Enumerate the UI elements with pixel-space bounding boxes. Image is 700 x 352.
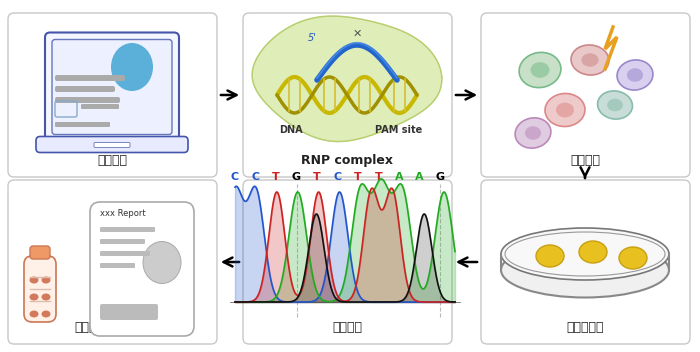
FancyBboxPatch shape [30,246,50,259]
Text: A: A [415,172,424,182]
Ellipse shape [501,243,669,297]
Ellipse shape [582,53,598,67]
Text: 5': 5' [307,33,316,43]
Ellipse shape [579,241,607,263]
Text: xxx Report: xxx Report [100,209,146,218]
Ellipse shape [515,118,551,148]
Ellipse shape [501,228,669,280]
FancyBboxPatch shape [52,39,172,134]
Ellipse shape [525,126,541,140]
Text: C: C [251,172,260,182]
Text: 测序验证: 测序验证 [332,321,362,334]
Ellipse shape [111,43,153,91]
Ellipse shape [627,68,643,82]
Text: RNP complex: RNP complex [301,154,393,167]
FancyBboxPatch shape [81,104,119,109]
Text: 质检冻存（提供报告）: 质检冻存（提供报告） [74,321,150,334]
Text: T: T [272,172,280,182]
Text: C: C [231,172,239,182]
Ellipse shape [41,310,50,318]
Ellipse shape [531,62,550,78]
FancyBboxPatch shape [90,202,194,336]
Ellipse shape [143,241,181,283]
FancyBboxPatch shape [481,13,690,177]
Ellipse shape [41,277,50,283]
FancyBboxPatch shape [481,180,690,344]
Ellipse shape [29,294,38,301]
Text: T: T [313,172,321,182]
Ellipse shape [556,102,574,118]
FancyBboxPatch shape [8,180,217,344]
FancyBboxPatch shape [45,32,179,142]
FancyBboxPatch shape [8,13,217,177]
Text: G: G [292,172,301,182]
Text: A: A [395,172,403,182]
Ellipse shape [41,294,50,301]
Text: G: G [435,172,444,182]
Ellipse shape [536,245,564,267]
Text: ✕: ✕ [352,29,362,39]
FancyBboxPatch shape [100,251,150,256]
Ellipse shape [519,52,561,88]
Polygon shape [252,16,442,142]
Text: C: C [333,172,342,182]
FancyBboxPatch shape [243,13,452,177]
FancyBboxPatch shape [100,227,155,232]
Ellipse shape [607,99,623,111]
FancyBboxPatch shape [100,263,135,268]
Text: PAM site: PAM site [375,125,422,135]
Ellipse shape [29,310,38,318]
FancyBboxPatch shape [55,122,110,127]
FancyBboxPatch shape [243,180,452,344]
Text: 单克隆形成: 单克隆形成 [566,321,603,334]
FancyBboxPatch shape [36,137,188,152]
FancyBboxPatch shape [100,304,158,320]
Text: T: T [374,172,382,182]
Ellipse shape [598,91,632,119]
Text: T: T [354,172,362,182]
FancyBboxPatch shape [24,256,56,322]
FancyBboxPatch shape [55,86,115,92]
Ellipse shape [545,94,585,126]
FancyBboxPatch shape [100,239,145,244]
FancyBboxPatch shape [55,97,120,103]
Text: 设计方案: 设计方案 [97,154,127,167]
Text: DNA: DNA [279,125,302,135]
Ellipse shape [571,45,609,75]
Ellipse shape [617,60,653,90]
FancyBboxPatch shape [55,75,125,81]
Ellipse shape [619,247,647,269]
Text: 细胞转染: 细胞转染 [570,154,600,167]
FancyBboxPatch shape [94,143,130,147]
Ellipse shape [29,277,38,283]
